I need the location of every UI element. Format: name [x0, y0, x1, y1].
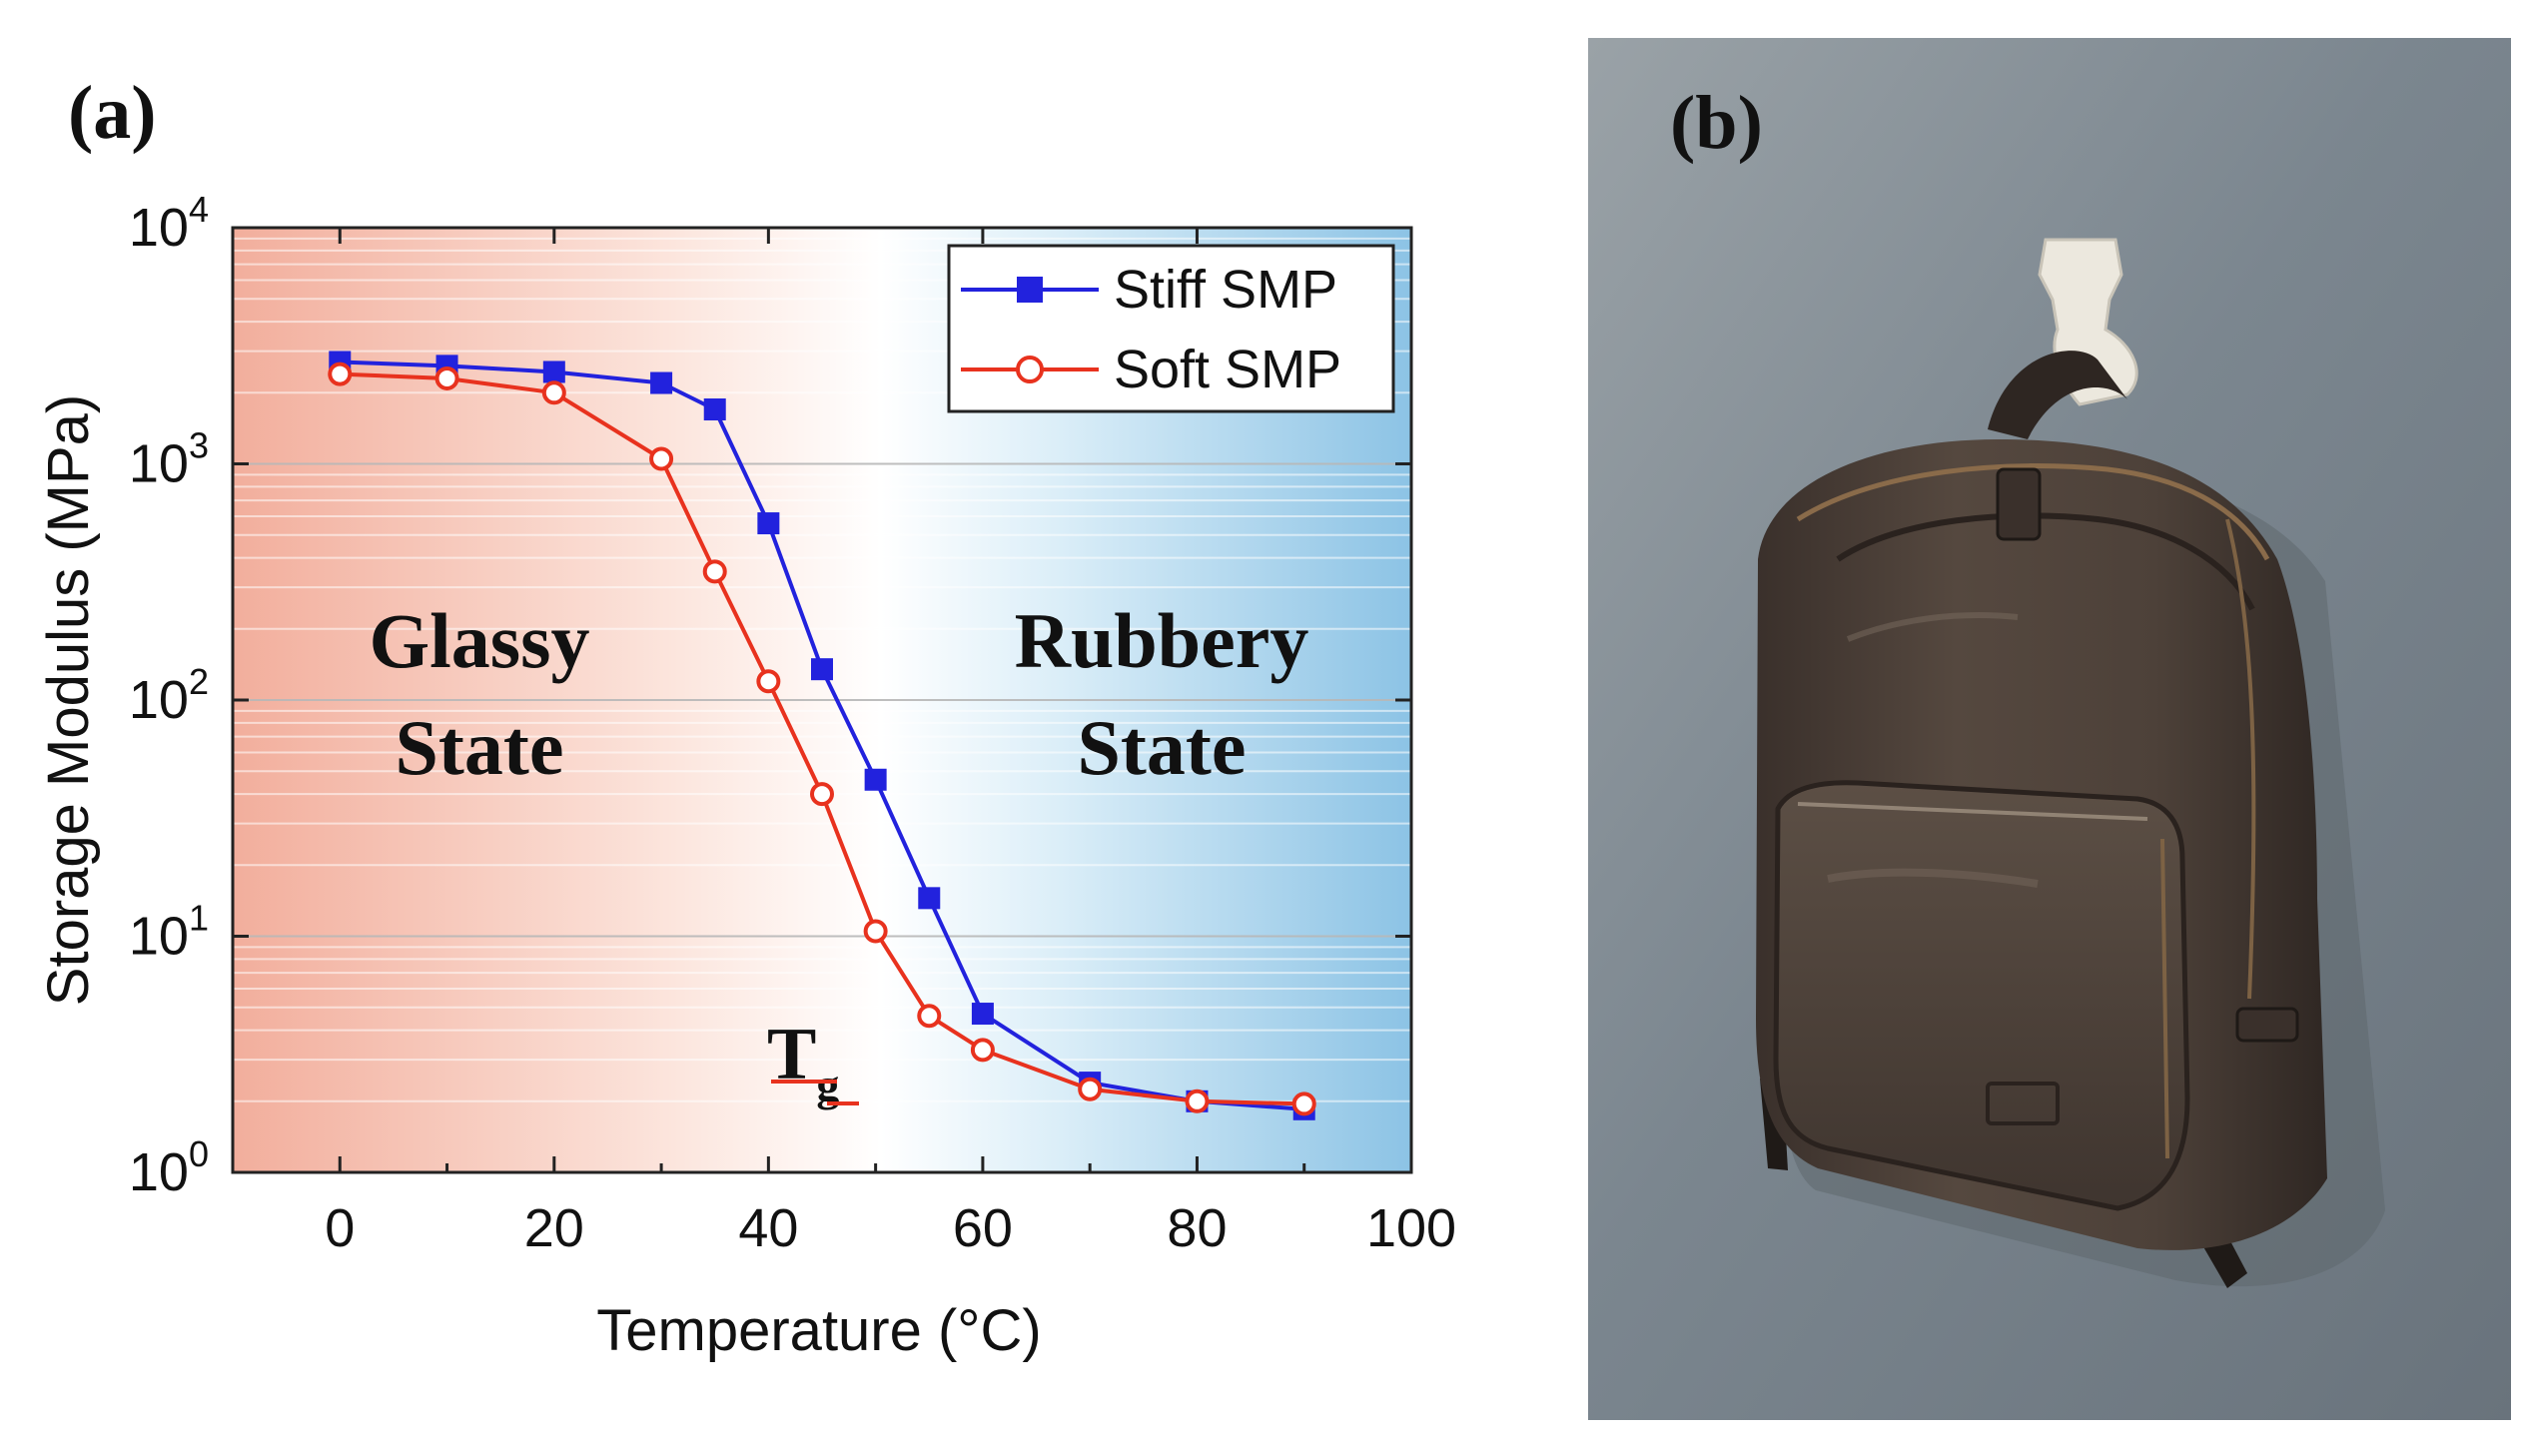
x-tick-label: 100 [1366, 1198, 1456, 1258]
point-soft [756, 669, 781, 694]
series-layer [328, 351, 1316, 1120]
point-stiff [703, 397, 726, 420]
point-soft [970, 1038, 995, 1063]
point-stiff [811, 658, 833, 681]
point-soft [1185, 1089, 1210, 1113]
point-stiff [542, 361, 565, 383]
point-soft [702, 559, 727, 584]
y-tick-label: 101 [129, 898, 209, 967]
y-tick-label: 102 [129, 661, 209, 730]
point-soft [328, 362, 353, 386]
panel-b-label: (b) [1670, 81, 1763, 165]
x-axis-title: Temperature (°C) [596, 1298, 1041, 1363]
axis-ticks [233, 226, 1413, 1174]
point-stiff [918, 887, 941, 910]
panel-b-photo: (b) [1588, 38, 2511, 1420]
legend-marker-stiff [1017, 277, 1043, 303]
backpack-illustration [1756, 238, 2385, 1288]
legend-label-soft: Soft SMP [1114, 340, 1341, 399]
panel-a-label: (a) [68, 71, 157, 155]
point-soft [541, 380, 566, 405]
x-tick-label: 80 [1167, 1198, 1227, 1258]
y-axis-title: Storage Modulus (MPa) [36, 394, 101, 1006]
y-tick-label: 100 [129, 1133, 209, 1202]
glassy-state-line2: State [396, 704, 564, 791]
legend-label-stiff: Stiff SMP [1114, 260, 1337, 320]
x-tick-labels: 0 20 40 60 80 100 [325, 1198, 1456, 1258]
x-tick-label: 20 [524, 1198, 584, 1258]
legend-box [947, 244, 1395, 413]
y-tick-label: 103 [129, 425, 209, 494]
point-soft [1291, 1092, 1316, 1116]
point-stiff [650, 371, 673, 394]
legend-marker-soft [1016, 356, 1044, 383]
x-tick-label: 0 [325, 1198, 355, 1258]
glassy-state-line1: Glassy [369, 597, 589, 684]
point-soft [810, 782, 834, 807]
point-soft [917, 1004, 942, 1029]
rubbery-state-line1: Rubbery [1015, 597, 1309, 684]
point-stiff [971, 1003, 994, 1026]
x-tick-label: 60 [953, 1198, 1013, 1258]
point-soft [863, 919, 888, 944]
legend: Stiff SMP Soft SMP [947, 244, 1395, 413]
tg-subscript: g [816, 1060, 839, 1110]
point-stiff [864, 768, 887, 791]
front-pocket [1773, 780, 2190, 1211]
y-tick-labels: 100 101 102 103 104 [129, 189, 209, 1202]
point-soft [649, 446, 674, 471]
x-tick-label: 40 [738, 1198, 798, 1258]
point-soft [434, 365, 459, 390]
point-stiff [757, 512, 780, 535]
point-soft [1078, 1077, 1103, 1101]
rubbery-state-line2: State [1078, 704, 1247, 791]
y-tick-label: 104 [129, 189, 209, 258]
